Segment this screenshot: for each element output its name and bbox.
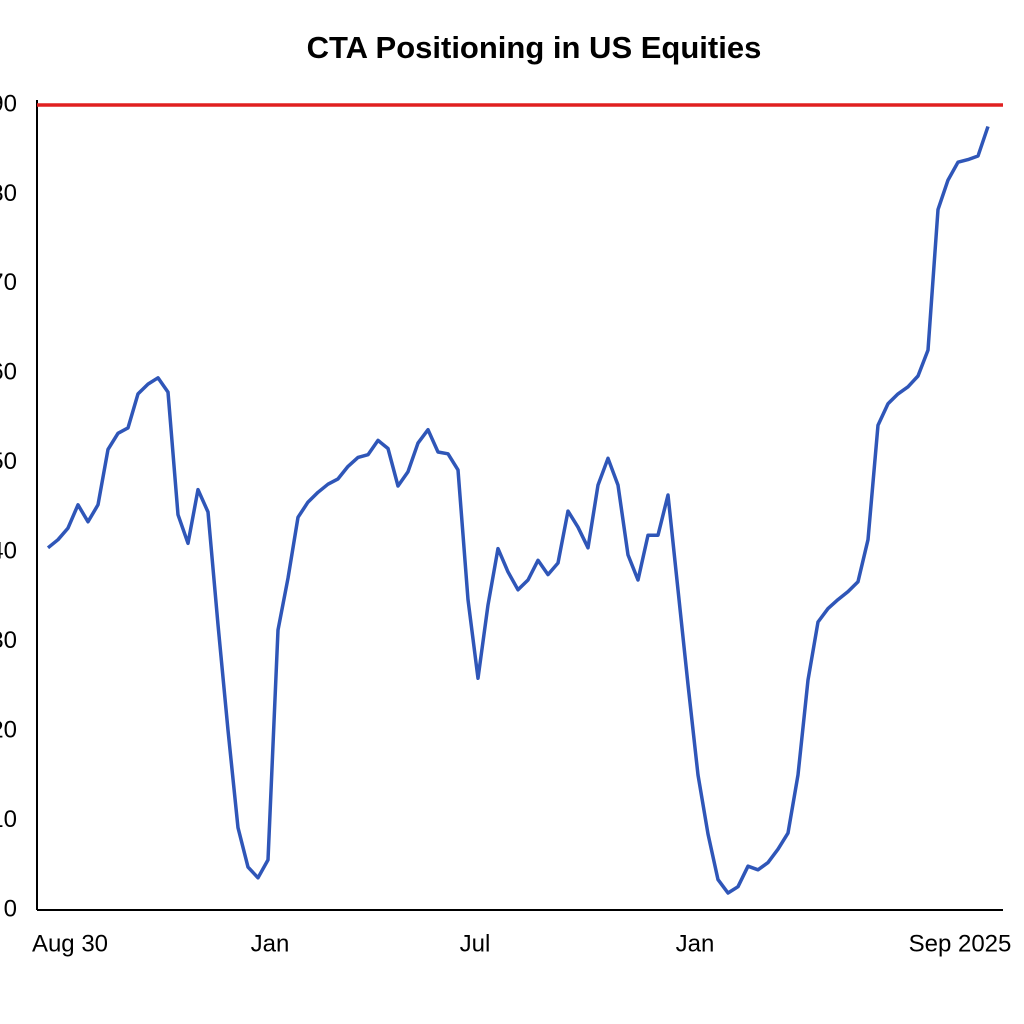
x-tick-label: Jan (251, 930, 290, 957)
x-tick-label: Jul (460, 930, 491, 957)
x-tick-label: Jan (676, 930, 715, 957)
y-tick-label: 40 (0, 538, 17, 565)
y-tick-label: 30 (0, 627, 17, 654)
chart-title: CTA Positioning in US Equities (307, 30, 762, 65)
y-tick-label: 90 (0, 90, 17, 117)
y-tick-label: 70 (0, 269, 17, 296)
y-tick-label: 10 (0, 806, 17, 833)
y-tick-label: 50 (0, 448, 17, 475)
y-tick-label: 0 (4, 895, 17, 922)
y-tick-label: 20 (0, 716, 17, 743)
y-tick-label: 80 (0, 180, 17, 207)
x-tick-label: Aug 30 (32, 930, 108, 957)
data-line (46, 125, 990, 895)
y-tick-label: 60 (0, 359, 17, 386)
x-tick-label: Sep 2025 (909, 930, 1012, 957)
